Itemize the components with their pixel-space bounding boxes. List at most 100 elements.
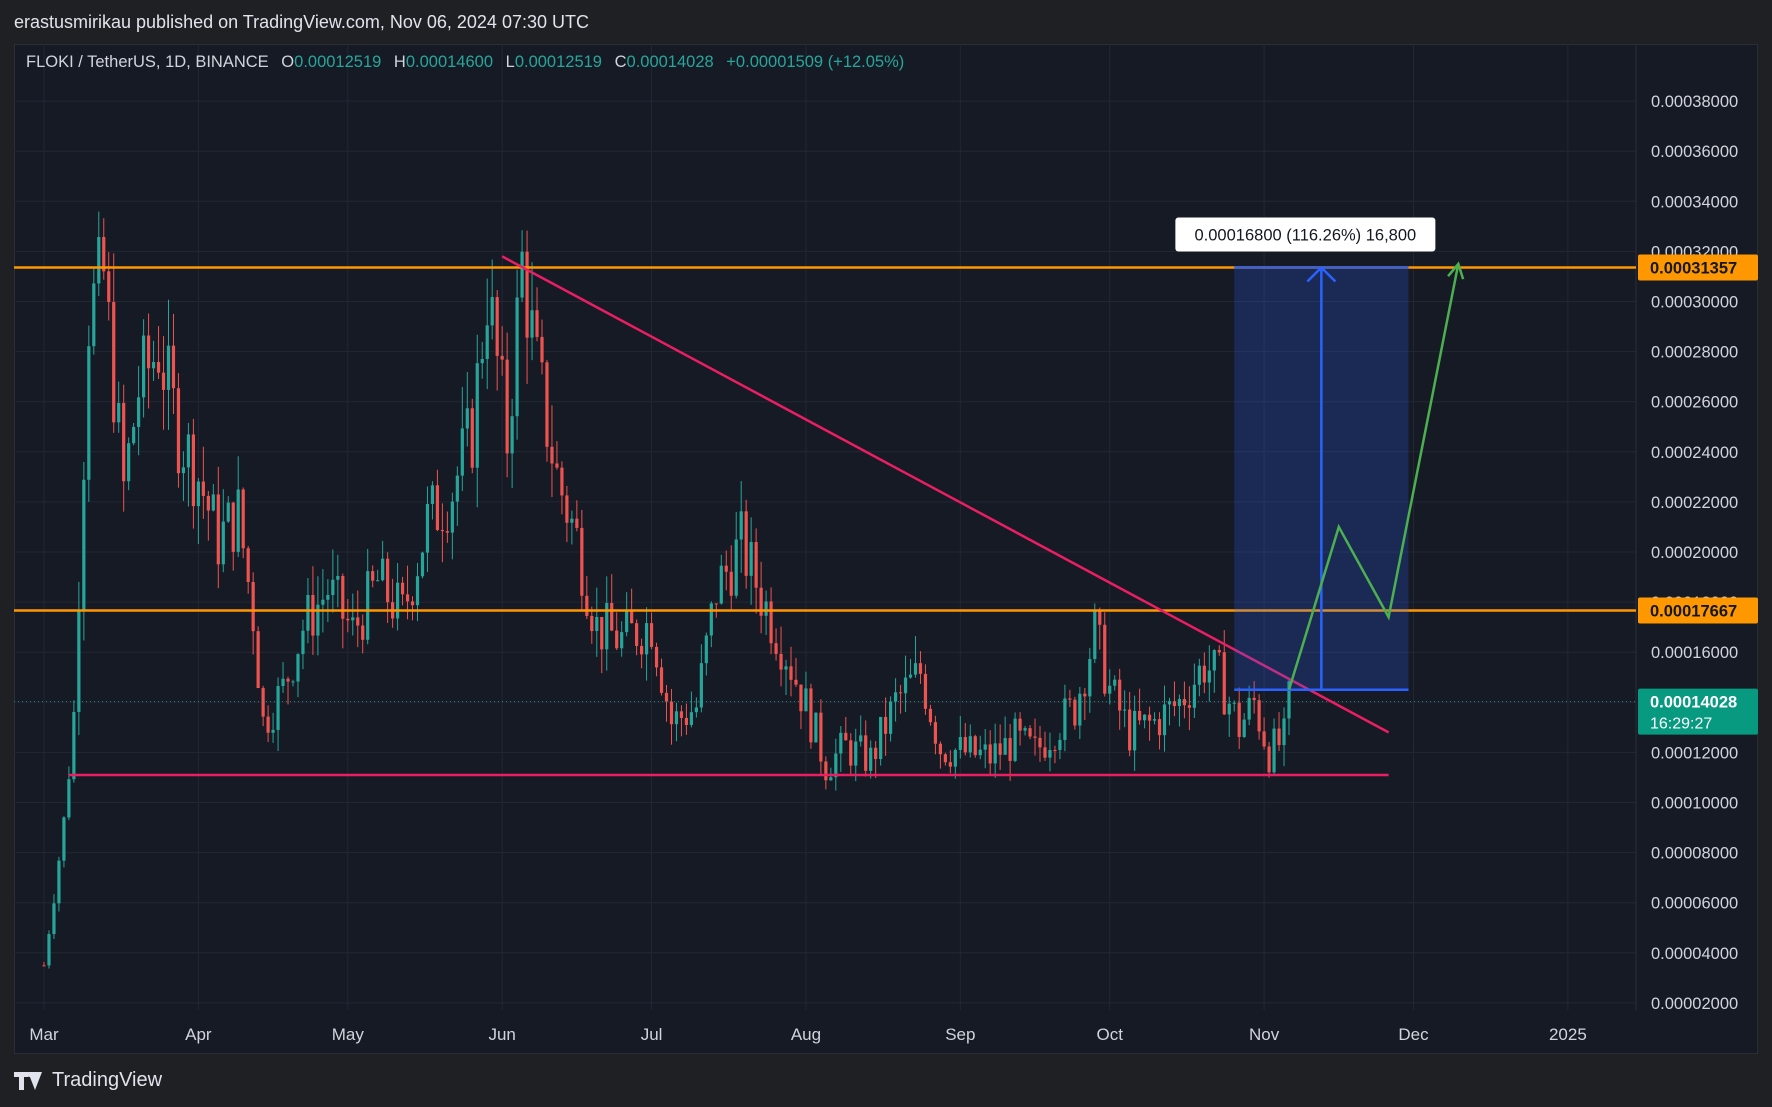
candle-body xyxy=(1083,693,1087,697)
candle-body xyxy=(376,580,380,582)
candle xyxy=(948,750,952,774)
publisher-bar: erastusmirikau published on TradingView.… xyxy=(0,0,1772,44)
candle xyxy=(864,720,868,777)
candle-body xyxy=(719,565,723,604)
candle xyxy=(1103,612,1107,697)
candle xyxy=(1167,697,1172,726)
candle xyxy=(1123,690,1127,728)
candle-body xyxy=(1222,652,1226,715)
candle-body xyxy=(973,736,977,756)
candle xyxy=(1202,652,1206,694)
tradingview-brand[interactable]: TradingView xyxy=(14,1069,162,1092)
candle xyxy=(246,545,250,594)
candle xyxy=(465,372,469,447)
candle-body xyxy=(470,408,474,468)
candle-body xyxy=(953,749,957,767)
candle-body xyxy=(694,707,698,713)
candle-body xyxy=(923,673,928,709)
candle-body xyxy=(505,359,509,454)
candle-body xyxy=(729,571,733,596)
close-label: C xyxy=(614,53,627,71)
candle-body xyxy=(1038,737,1042,748)
candle xyxy=(296,653,300,698)
candle-body xyxy=(1152,719,1157,721)
candle-body xyxy=(371,571,375,581)
candle xyxy=(171,313,176,415)
candle xyxy=(430,481,435,520)
projection-path[interactable] xyxy=(1287,263,1460,691)
candle-body xyxy=(1028,728,1032,737)
candle xyxy=(1237,687,1241,749)
candle xyxy=(1088,647,1092,713)
candle-body xyxy=(774,643,778,654)
candle-body xyxy=(425,503,430,553)
candle-body xyxy=(545,362,549,447)
x-tick-label: Mar xyxy=(29,1025,59,1044)
y-tick-label: 0.00012000 xyxy=(1651,744,1738,762)
chart-pane[interactable] xyxy=(14,44,1758,1054)
candle-body xyxy=(1267,746,1271,773)
candle-body xyxy=(231,502,235,552)
candle xyxy=(475,334,479,508)
candle-body xyxy=(127,443,131,482)
candle-body xyxy=(993,743,997,764)
candle-body xyxy=(1247,697,1251,720)
candle-body xyxy=(849,740,853,766)
range-arrow-head-icon xyxy=(1306,265,1337,283)
candle xyxy=(1118,668,1122,730)
candle xyxy=(216,466,220,589)
candle xyxy=(1053,745,1057,764)
candle-body xyxy=(530,310,534,338)
candle-body xyxy=(978,749,982,756)
candle-body xyxy=(1048,749,1052,758)
candle-body xyxy=(809,688,813,743)
candle xyxy=(132,423,136,446)
candle xyxy=(754,528,758,614)
candle-body xyxy=(1147,714,1152,721)
candle-body xyxy=(490,297,494,326)
candle xyxy=(794,657,798,688)
candle-body xyxy=(590,615,594,632)
candle xyxy=(505,332,509,478)
candle-body xyxy=(669,701,674,725)
candle-body xyxy=(246,548,250,582)
candle-body xyxy=(515,297,519,417)
candle xyxy=(510,398,514,489)
footer-bar xyxy=(0,1058,1772,1107)
candle xyxy=(814,712,818,743)
symbol-label[interactable]: FLOKI / TetherUS, 1D, BINANCE xyxy=(26,53,269,71)
candle-body xyxy=(525,251,529,338)
candle xyxy=(973,734,977,758)
candle xyxy=(1282,707,1286,767)
candle xyxy=(525,230,529,384)
candle-body xyxy=(445,531,449,533)
candle-body xyxy=(146,335,151,369)
y-tick-label: 0.00024000 xyxy=(1651,444,1738,462)
candle-body xyxy=(216,494,220,565)
y-tick-label: 0.00028000 xyxy=(1651,344,1738,362)
candle-body xyxy=(893,692,898,702)
candle xyxy=(286,676,290,705)
candle xyxy=(585,575,589,619)
candle-body xyxy=(600,616,604,650)
candle-body xyxy=(928,708,933,723)
candle xyxy=(371,565,375,588)
candle-body xyxy=(166,345,171,390)
candle xyxy=(1083,688,1087,720)
candle-body xyxy=(550,446,554,464)
candle-body xyxy=(361,625,365,640)
candle xyxy=(590,606,594,644)
x-tick-label: Sep xyxy=(945,1025,975,1044)
descending-trendline[interactable] xyxy=(501,255,1390,734)
candle xyxy=(276,677,280,751)
candle-body xyxy=(1217,650,1221,653)
candle-body xyxy=(679,711,684,718)
candle-body xyxy=(1088,659,1092,697)
candle xyxy=(1142,714,1147,729)
candle-body xyxy=(226,502,230,522)
candle-body xyxy=(918,663,923,674)
low-label: L xyxy=(505,53,515,71)
candle-body xyxy=(570,518,574,523)
candle xyxy=(779,626,783,687)
